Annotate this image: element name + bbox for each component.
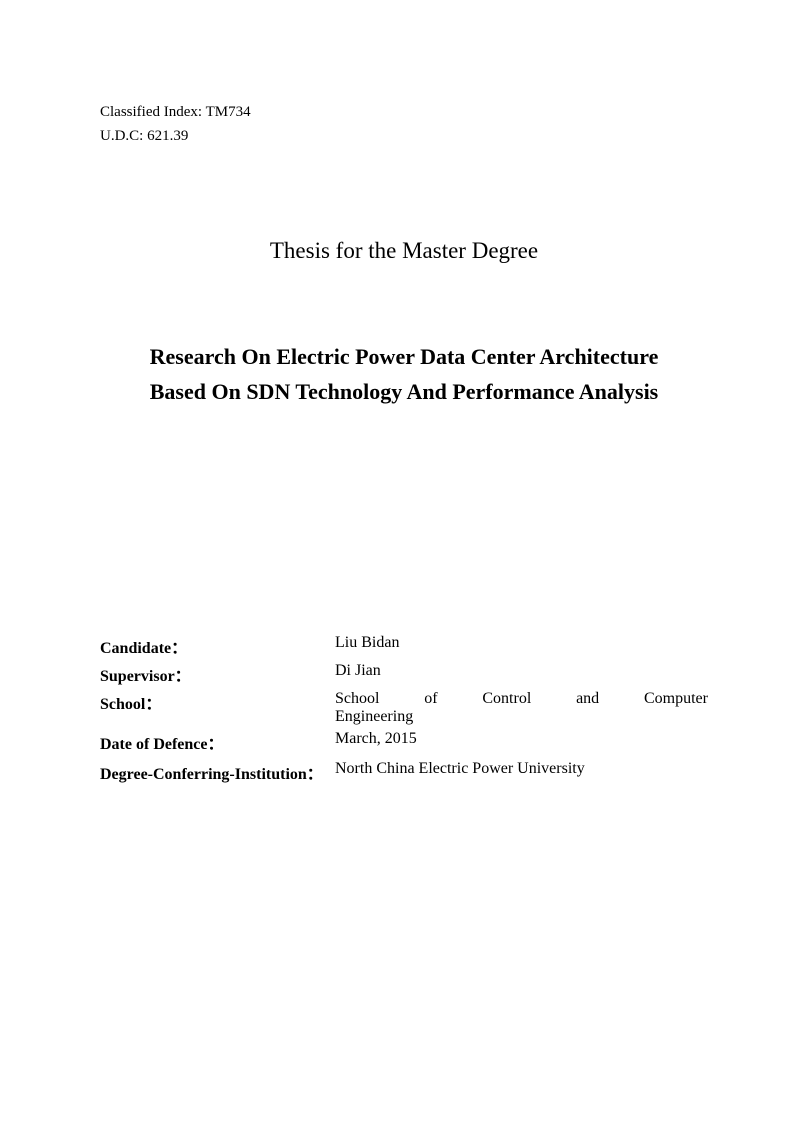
defence-row: Date of Defence： March, 2015 <box>100 730 708 754</box>
classified-index-line: Classified Index: TM734 <box>100 100 708 124</box>
candidate-value: Liu Bidan <box>335 634 708 652</box>
institution-label: Degree-Conferring-Institution： <box>100 760 335 784</box>
institution-row: Degree-Conferring-Institution： North Chi… <box>100 760 708 784</box>
school-value-line1: School of Control and Computer <box>335 690 708 708</box>
udc-value: 621.39 <box>147 128 188 144</box>
classified-index-value: TM734 <box>206 104 251 120</box>
thesis-title-line1: Research On Electric Power Data Center A… <box>100 339 708 374</box>
info-table: Candidate： Liu Bidan Supervisor： Di Jian… <box>100 634 708 784</box>
candidate-row: Candidate： Liu Bidan <box>100 634 708 658</box>
supervisor-row: Supervisor： Di Jian <box>100 662 708 686</box>
thesis-type-header: Thesis for the Master Degree <box>100 238 708 264</box>
candidate-label: Candidate： <box>100 634 335 658</box>
defence-value: March, 2015 <box>335 730 708 748</box>
udc-line: U.D.C: 621.39 <box>100 124 708 148</box>
supervisor-value: Di Jian <box>335 662 708 680</box>
school-row: School： School of Control and Computer E… <box>100 690 708 726</box>
udc-label: U.D.C: <box>100 128 143 144</box>
school-value: School of Control and Computer Engineeri… <box>335 690 708 726</box>
supervisor-label: Supervisor： <box>100 662 335 686</box>
thesis-title: Research On Electric Power Data Center A… <box>100 339 708 409</box>
classified-index-label: Classified Index: <box>100 104 202 120</box>
classification-block: Classified Index: TM734 U.D.C: 621.39 <box>100 100 708 148</box>
school-value-line2: Engineering <box>335 708 708 726</box>
thesis-title-line2: Based On SDN Technology And Performance … <box>100 374 708 409</box>
defence-label: Date of Defence： <box>100 730 335 754</box>
school-label: School： <box>100 690 335 714</box>
institution-value: North China Electric Power University <box>335 760 708 778</box>
